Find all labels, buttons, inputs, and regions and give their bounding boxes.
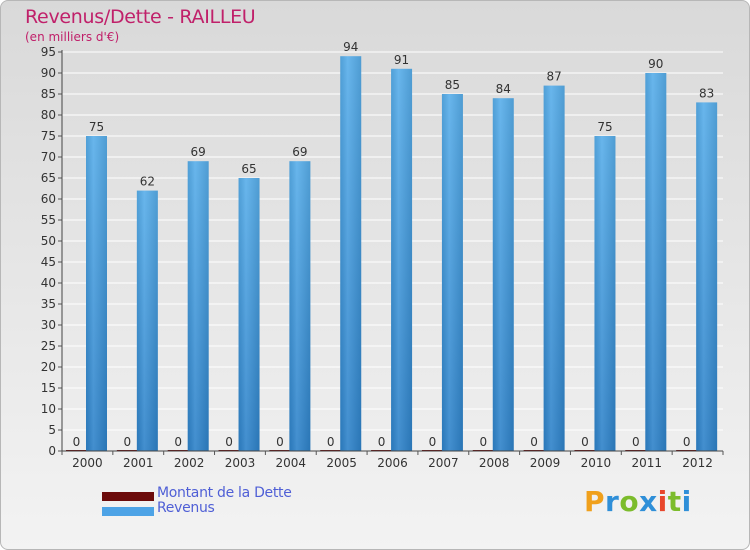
y-tick-label: 15 (41, 381, 56, 395)
legend-label-dette: Montant de la Dette (157, 485, 292, 501)
bar-revenus-shade (340, 56, 362, 451)
y-tick-label: 55 (41, 213, 56, 227)
bar-revenus-shade (543, 85, 565, 451)
bar-revenus-shade (187, 161, 209, 451)
x-tick-label: 2012 (682, 456, 713, 470)
x-tick-label: 2010 (581, 456, 612, 470)
data-label-dette: 0 (632, 435, 640, 449)
y-tick-label: 95 (41, 45, 56, 59)
logo-letter: r (605, 485, 620, 518)
data-label-revenus: 90 (648, 57, 663, 71)
x-tick-label: 2001 (123, 456, 154, 470)
data-label-dette: 0 (276, 435, 284, 449)
data-label-revenus: 62 (140, 175, 155, 189)
data-label-revenus: 65 (241, 162, 256, 176)
data-label-revenus: 75 (597, 120, 612, 134)
bar-revenus-shade (391, 68, 413, 452)
y-tick-label: 0 (48, 444, 56, 458)
x-tick-label: 2009 (530, 456, 561, 470)
data-label-dette: 0 (327, 435, 335, 449)
data-label-dette: 0 (225, 435, 233, 449)
bar-revenus-shade (696, 102, 718, 452)
y-tick-label: 30 (41, 318, 56, 332)
data-label-revenus: 83 (699, 86, 714, 100)
proxiti-logo: Proxiti (584, 485, 692, 518)
x-tick-label: 2011 (631, 456, 662, 470)
data-label-revenus: 69 (292, 145, 307, 159)
data-label-dette: 0 (124, 435, 132, 449)
bar-revenus-shade (645, 73, 667, 451)
y-tick-label: 75 (41, 129, 56, 143)
data-label-dette: 0 (683, 435, 691, 449)
legend-swatch-dette (102, 492, 154, 501)
bar-revenus-shade (289, 161, 311, 451)
y-tick-label: 70 (41, 150, 56, 164)
data-label-revenus: 91 (394, 53, 409, 67)
x-tick-label: 2003 (225, 456, 256, 470)
data-label-revenus: 84 (496, 82, 511, 96)
x-tick-label: 2007 (428, 456, 459, 470)
logo-letter: P (584, 485, 606, 518)
y-tick-label: 40 (41, 276, 56, 290)
bar-revenus-shade (238, 178, 260, 451)
data-label-dette: 0 (378, 435, 386, 449)
chart-title: Revenus/Dette - RAILLEU (25, 6, 256, 28)
data-label-revenus: 94 (343, 40, 358, 54)
x-tick-label: 2002 (174, 456, 205, 470)
y-tick-label: 80 (41, 108, 56, 122)
legend-label-revenus: Revenus (157, 500, 215, 516)
bar-revenus-shade (441, 94, 463, 451)
legend-swatch-revenus (102, 507, 154, 516)
data-label-revenus: 87 (546, 70, 561, 84)
logo-letter: t (667, 485, 682, 518)
data-label-revenus: 69 (191, 145, 206, 159)
bar-revenus-shade (594, 136, 616, 451)
x-tick-label: 2006 (377, 456, 408, 470)
data-label-dette: 0 (479, 435, 487, 449)
bar-revenus-shade (136, 190, 158, 451)
y-tick-label: 90 (41, 66, 56, 80)
y-tick-label: 25 (41, 339, 56, 353)
y-tick-label: 50 (41, 234, 56, 248)
logo-letter: i (657, 485, 668, 518)
x-tick-label: 2000 (72, 456, 103, 470)
data-label-dette: 0 (581, 435, 589, 449)
y-tick-label: 85 (41, 87, 56, 101)
x-tick-label: 2005 (326, 456, 357, 470)
y-tick-label: 60 (41, 192, 56, 206)
logo-letter: o (619, 485, 640, 518)
y-tick-label: 65 (41, 171, 56, 185)
y-tick-label: 20 (41, 360, 56, 374)
x-tick-label: 2008 (479, 456, 510, 470)
data-label-dette: 0 (429, 435, 437, 449)
y-tick-label: 10 (41, 402, 56, 416)
y-tick-label: 5 (48, 423, 56, 437)
bar-revenus-shade (492, 98, 514, 451)
y-tick-label: 35 (41, 297, 56, 311)
data-label-revenus: 85 (445, 78, 460, 92)
bar-revenus-shade (86, 136, 107, 451)
data-label-dette: 0 (530, 435, 538, 449)
chart-subtitle: (en milliers d'€) (25, 30, 120, 44)
logo-letter: x (639, 485, 658, 518)
data-label-revenus: 75 (89, 120, 104, 134)
logo-letter: i (681, 485, 692, 518)
data-label-dette: 0 (174, 435, 182, 449)
y-tick-label: 45 (41, 255, 56, 269)
data-label-dette: 0 (73, 435, 81, 449)
x-tick-label: 2004 (276, 456, 307, 470)
